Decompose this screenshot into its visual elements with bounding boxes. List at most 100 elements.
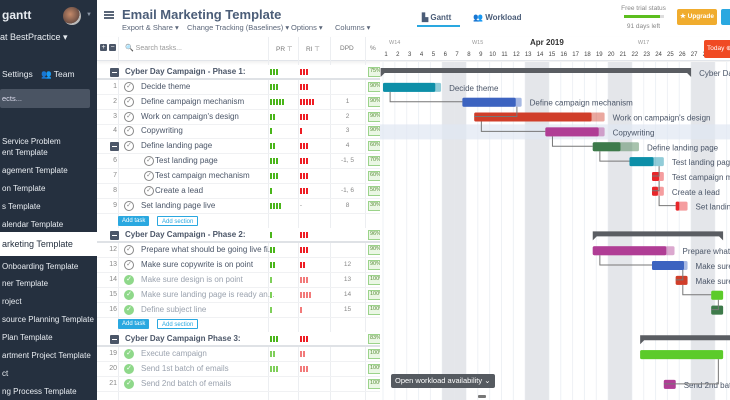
collapse-group-icon[interactable]	[110, 142, 119, 152]
change-tracking-menu[interactable]: Change Tracking (Baselines) ▾	[187, 23, 290, 32]
sidebar-item-project[interactable]: artment Project Template	[2, 351, 91, 360]
sidebar-item-project[interactable]: on Template	[2, 184, 46, 193]
complete-checkbox[interactable]: ✓	[124, 349, 134, 360]
sidebar-item-project[interactable]: Plan Template	[2, 333, 53, 342]
task-name[interactable]: Decide theme	[141, 81, 191, 91]
task-row[interactable]: 4 ✓ Copywriting 3 90%	[97, 124, 382, 140]
task-row[interactable]: 12 ✓ Prepare what should be going live fi.…	[97, 243, 382, 259]
task-name[interactable]: Define campaign mechanism	[141, 96, 245, 106]
workspace-selector[interactable]: at BestPractice ▾	[0, 32, 68, 42]
sidebar-item-project[interactable]: alendar Template	[2, 220, 64, 229]
collapse-section-icon[interactable]	[110, 68, 119, 77]
task-name[interactable]: Work on campaign's design	[141, 111, 239, 121]
column-dpd[interactable]: DPD	[340, 45, 354, 52]
sidebar-item-project[interactable]: agement Template	[2, 166, 68, 175]
sidebar-item-project[interactable]: roject	[2, 297, 22, 306]
avatar[interactable]	[63, 7, 81, 25]
complete-checkbox[interactable]: ✓	[144, 156, 154, 167]
collapse-all-icon[interactable]: −	[109, 44, 116, 51]
options-menu[interactable]: Options ▾	[291, 23, 323, 32]
sidebar-item-project[interactable]: ct	[2, 369, 9, 378]
export-share-menu[interactable]: Export & Share ▾	[122, 23, 179, 32]
sidebar-item-project[interactable]: arketing Template	[0, 232, 97, 256]
complete-checkbox[interactable]: ✓	[124, 126, 134, 137]
section-row[interactable]: Cyber Day Campaign - Phase 1: 75%	[97, 65, 382, 80]
task-name[interactable]: Make sure landing page is ready an...	[141, 289, 275, 299]
project-search-input[interactable]: ects...	[0, 89, 90, 108]
complete-checkbox[interactable]: ✓	[124, 304, 134, 315]
complete-checkbox[interactable]: ✓	[124, 274, 134, 285]
complete-checkbox[interactable]: ✓	[124, 111, 134, 122]
tab-workload[interactable]: 👥 Workload	[473, 13, 522, 22]
columns-menu[interactable]: Columns ▾	[335, 23, 371, 32]
section-row[interactable]: Cyber Day Campaign - Phase 2: 96%	[97, 228, 382, 244]
column-percent[interactable]: %	[370, 45, 376, 52]
complete-checkbox[interactable]: ✓	[124, 200, 134, 211]
complete-checkbox[interactable]: ✓	[144, 185, 154, 196]
sidebar-item-project[interactable]: s Template	[2, 202, 41, 211]
sidebar-item-project[interactable]: source Planning Template	[2, 315, 94, 324]
open-workload-button[interactable]: Open workload availability ⌄	[391, 374, 495, 388]
collapse-section-icon[interactable]	[110, 335, 119, 345]
task-name[interactable]: Send 1st batch of emails	[141, 364, 229, 373]
today-button[interactable]: Today ⊕	[704, 40, 730, 58]
complete-checkbox[interactable]: ✓	[124, 141, 134, 152]
task-name[interactable]: Cyber Day Campaign - Phase 1:	[125, 67, 246, 76]
team-link[interactable]: 👥 Team	[41, 69, 75, 80]
task-name[interactable]: Send 2nd batch of emails	[141, 378, 232, 388]
complete-checkbox[interactable]: ✓	[124, 96, 134, 107]
sidebar-item-project[interactable]: Service Problem	[2, 137, 61, 146]
upgrade-button[interactable]: ★ Upgrade	[677, 9, 717, 25]
task-row[interactable]: 13 ✓ Make sure copywrite is on point 12 90%	[97, 258, 382, 274]
task-row[interactable]: 9 ✓ Set landing page live -8 30%	[97, 199, 382, 214]
complete-checkbox[interactable]: ✓	[124, 245, 134, 256]
add-section-button[interactable]: Add section	[157, 319, 199, 330]
task-name[interactable]: Make sure copywrite is on point	[141, 260, 254, 270]
collapse-section-icon[interactable]	[110, 231, 119, 241]
sidebar-item-project[interactable]: ent Template	[2, 148, 48, 157]
task-name[interactable]: Execute campaign	[141, 349, 207, 359]
task-name[interactable]: Cyber Day Campaign Phase 3:	[125, 334, 241, 344]
column-ri[interactable]: RI ⊤	[306, 46, 320, 53]
task-name[interactable]: Copywriting	[141, 126, 183, 136]
task-name[interactable]: Prepare what should be going live fi...	[141, 245, 275, 255]
expand-all-icon[interactable]: +	[100, 44, 107, 51]
task-name[interactable]: Define landing page	[141, 141, 213, 151]
add-task-button[interactable]: Add task	[118, 319, 150, 330]
chevron-down-icon[interactable]: ▼	[86, 12, 92, 18]
invite-user-button[interactable]	[721, 9, 730, 25]
task-row[interactable]: 1 ✓ Decide theme 90%	[97, 80, 382, 95]
sidebar-item-project[interactable]: Onboarding Template	[2, 262, 79, 271]
complete-checkbox[interactable]: ✓	[124, 289, 134, 300]
task-name[interactable]: Make sure design is on point	[141, 274, 243, 284]
complete-checkbox[interactable]: ✓	[124, 378, 134, 389]
task-name[interactable]: Define subject line	[141, 304, 207, 314]
task-row[interactable]: 7 ✓ Test campaign mechanism 60%	[97, 169, 382, 184]
sidebar-item-project[interactable]: ner Template	[2, 279, 49, 288]
task-row[interactable]: 2 ✓ Define campaign mechanism 1 90%	[97, 95, 382, 110]
task-name[interactable]: Set landing page live	[141, 200, 216, 210]
complete-checkbox[interactable]: ✓	[124, 364, 134, 374]
task-row[interactable]: 8 ✓ Create a lead -1, 6 50%	[97, 184, 382, 199]
menu-icon[interactable]	[104, 11, 114, 19]
task-search-input[interactable]: 🔍 Search tasks...	[125, 44, 182, 52]
add-task-button[interactable]: Add task	[118, 215, 150, 226]
horizontal-scrollbar[interactable]	[478, 395, 486, 398]
column-pr[interactable]: PR ⊤	[276, 46, 293, 53]
task-row[interactable]: 3 ✓ Work on campaign's design 2 90%	[97, 110, 382, 125]
sidebar-item-project[interactable]: ng Process Template	[2, 387, 77, 396]
settings-link[interactable]: Settings	[2, 69, 33, 79]
task-name[interactable]: Cyber Day Campaign - Phase 2:	[125, 230, 246, 240]
section-row[interactable]: Cyber Day Campaign Phase 3: 83%	[97, 332, 382, 348]
task-row[interactable]: 15 ✓ Make sure landing page is ready an...…	[97, 288, 382, 303]
tab-gantt[interactable]: ▙ Gantt	[422, 13, 451, 22]
add-section-button[interactable]: Add section	[157, 215, 199, 226]
task-row[interactable]: 6 ✓ Test landing page -1, 5 70%	[97, 154, 382, 170]
complete-checkbox[interactable]: ✓	[124, 260, 134, 271]
